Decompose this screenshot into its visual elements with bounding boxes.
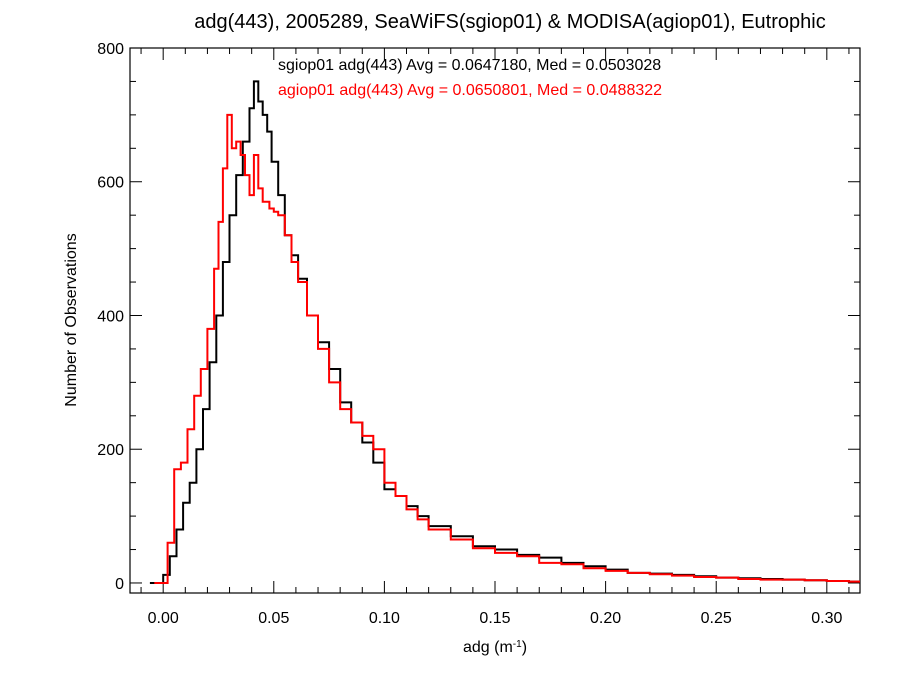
y-tick-label: 600 bbox=[97, 175, 124, 192]
legend-entry-agiop01: agiop01 adg(443) Avg = 0.0650801, Med = … bbox=[278, 82, 662, 99]
x-tick-label: 0.00 bbox=[148, 610, 179, 627]
x-tick-label: 0.15 bbox=[479, 610, 510, 627]
y-axis-label: Number of Observations bbox=[63, 233, 80, 406]
y-tick-label: 0 bbox=[115, 576, 124, 593]
y-axis: 0 200 400 600 800 bbox=[97, 41, 860, 593]
x-axis-label: adg (m-1) bbox=[463, 639, 527, 657]
x-axis-label-main: adg (m bbox=[463, 639, 513, 656]
x-tick-label: 0.20 bbox=[590, 610, 621, 627]
y-tick-label: 200 bbox=[97, 442, 124, 459]
plot-frame bbox=[129, 47, 861, 594]
y-tick-label: 400 bbox=[97, 308, 124, 325]
series-line-agiop01 bbox=[154, 113, 860, 584]
series-layer bbox=[149, 80, 860, 584]
x-tick-label: 0.25 bbox=[701, 610, 732, 627]
x-axis: 0.00 0.05 0.10 0.15 0.20 0.25 0.30 bbox=[140, 48, 850, 627]
x-axis-label-end: ) bbox=[522, 639, 527, 656]
chart-title: adg(443), 2005289, SeaWiFS(sgiop01) & MO… bbox=[194, 11, 825, 33]
legend-entry-sgiop01: sgiop01 adg(443) Avg = 0.0647180, Med = … bbox=[278, 57, 661, 74]
x-tick-label: 0.30 bbox=[811, 610, 842, 627]
x-tick-label: 0.10 bbox=[369, 610, 400, 627]
x-axis-label-sup: -1 bbox=[513, 639, 522, 650]
y-tick-label: 800 bbox=[97, 41, 124, 58]
x-tick-label: 0.05 bbox=[258, 610, 289, 627]
series-line-sgiop01 bbox=[149, 80, 860, 584]
